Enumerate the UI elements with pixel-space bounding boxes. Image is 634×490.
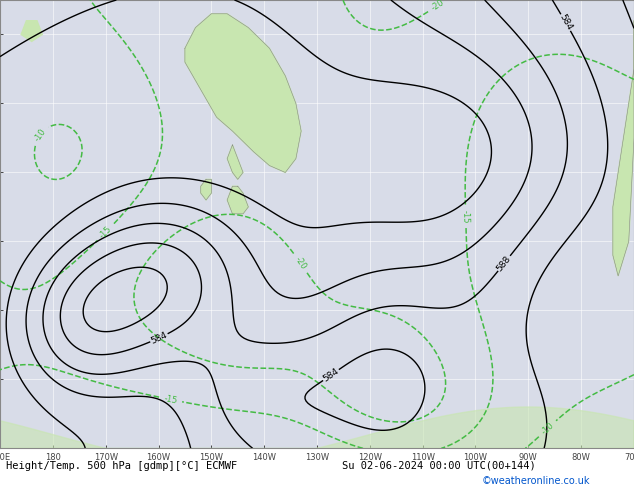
Text: -20: -20	[430, 0, 446, 13]
Text: -10: -10	[540, 421, 555, 437]
Text: 588: 588	[495, 254, 513, 273]
Polygon shape	[613, 21, 634, 276]
Text: Su 02-06-2024 00:00 UTC(00+144): Su 02-06-2024 00:00 UTC(00+144)	[342, 461, 536, 471]
Text: Height/Temp. 500 hPa [gdmp][°C] ECMWF: Height/Temp. 500 hPa [gdmp][°C] ECMWF	[6, 461, 238, 471]
Text: -10: -10	[32, 127, 48, 143]
Text: -15: -15	[461, 209, 470, 223]
Text: -15: -15	[98, 224, 113, 240]
Text: 584: 584	[150, 330, 169, 345]
Text: -15: -15	[163, 394, 178, 405]
Polygon shape	[21, 21, 42, 41]
Text: ©weatheronline.co.uk: ©weatheronline.co.uk	[482, 476, 590, 486]
Polygon shape	[227, 145, 243, 179]
Polygon shape	[201, 179, 211, 200]
Polygon shape	[227, 186, 249, 214]
Text: -20: -20	[293, 255, 308, 271]
Text: 584: 584	[321, 367, 340, 384]
Text: 584: 584	[557, 13, 574, 32]
Polygon shape	[185, 14, 301, 172]
